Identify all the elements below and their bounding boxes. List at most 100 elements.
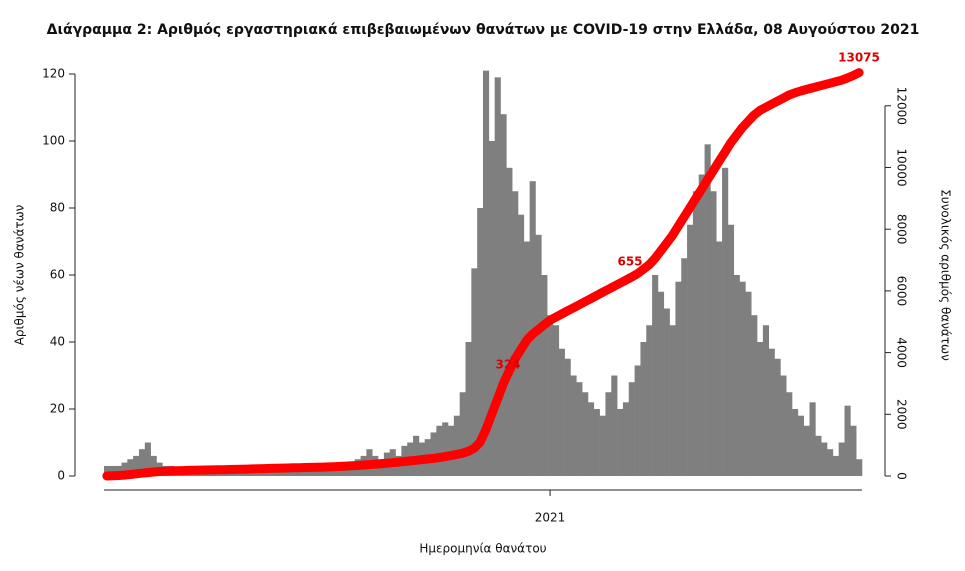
bar <box>541 275 548 476</box>
bar <box>448 425 455 476</box>
bar <box>681 258 688 476</box>
bar <box>797 415 804 476</box>
annotation: 324 <box>495 358 520 372</box>
bar <box>593 409 600 476</box>
bar <box>459 392 466 476</box>
bar <box>121 462 128 476</box>
bar <box>745 291 752 476</box>
bar <box>214 472 221 476</box>
y2-tick-label: 10000 <box>895 148 909 186</box>
y-tick-label: 60 <box>50 268 65 282</box>
bar <box>442 422 449 476</box>
bar <box>564 358 571 476</box>
bar <box>278 469 286 476</box>
bar <box>692 191 700 476</box>
bar <box>704 144 711 476</box>
bar <box>453 415 460 476</box>
bar <box>115 465 122 476</box>
cumulative-line <box>102 68 864 481</box>
bar <box>599 415 606 476</box>
bar <box>850 425 857 476</box>
bar <box>150 455 157 476</box>
bar <box>471 268 478 476</box>
bar <box>628 382 635 476</box>
bar <box>483 70 490 477</box>
bar <box>815 435 822 476</box>
bar <box>552 325 560 476</box>
bar <box>523 241 530 476</box>
bar <box>477 208 484 476</box>
annotation: 655 <box>617 255 642 269</box>
bar <box>640 342 647 476</box>
bar <box>133 455 140 476</box>
y2-tick-label: 8000 <box>895 214 909 245</box>
bar <box>284 469 291 476</box>
bar <box>570 375 577 476</box>
y2-tick-label: 12000 <box>895 87 909 125</box>
annotation: 13075 <box>838 51 880 65</box>
bar <box>780 375 787 476</box>
bar <box>809 402 816 476</box>
bar <box>821 442 828 476</box>
bar <box>786 392 793 476</box>
bar <box>687 224 694 476</box>
bar <box>774 358 781 476</box>
bar <box>733 275 740 476</box>
y-tick-label: 0 <box>57 469 65 483</box>
bar <box>547 315 554 476</box>
bar <box>838 442 845 476</box>
bar <box>832 455 839 476</box>
chart-title: Διάγραμμα 2: Αριθμός εργαστηριακά επιβεβ… <box>47 22 920 38</box>
bar <box>512 191 519 476</box>
bar <box>716 241 723 476</box>
bar <box>768 348 775 476</box>
bar <box>500 114 507 476</box>
bar <box>675 281 682 476</box>
bar <box>576 382 583 476</box>
bar <box>710 191 717 476</box>
bar <box>587 402 595 476</box>
bar <box>663 308 670 476</box>
bar <box>762 325 770 476</box>
y-tick-label: 100 <box>42 134 65 148</box>
bar <box>698 174 705 476</box>
bar <box>488 141 495 476</box>
x-axis-label: Ημερομηνία θανάτου <box>419 542 546 556</box>
y-tick-label: 80 <box>50 201 65 215</box>
bar <box>792 409 799 476</box>
bar <box>109 465 116 476</box>
x-tick-label: 2021 <box>535 511 566 525</box>
bar <box>757 342 764 476</box>
bar <box>535 234 542 476</box>
y2-tick-label: 6000 <box>895 276 909 307</box>
bar <box>127 459 134 476</box>
bar <box>727 224 735 476</box>
bar <box>622 402 630 476</box>
bar <box>827 449 834 476</box>
bar <box>611 375 618 476</box>
y2-tick-label: 4000 <box>895 337 909 368</box>
y2-axis-label: Συνολικός αριθμός θανάτων <box>939 189 953 361</box>
y-axis-label: Αριθμός νέων θανάτων <box>13 204 27 345</box>
bar <box>739 281 746 476</box>
bar <box>138 449 146 476</box>
bar <box>465 342 472 476</box>
bar <box>751 315 758 476</box>
bar <box>634 365 641 476</box>
bar <box>722 167 729 477</box>
y-tick-label: 40 <box>50 335 65 349</box>
bar <box>144 442 151 476</box>
bar <box>436 425 443 476</box>
bar <box>646 325 653 476</box>
bar <box>657 291 665 476</box>
bar <box>803 425 810 476</box>
y2-tick-label: 0 <box>895 472 909 480</box>
bar <box>104 465 111 476</box>
bar <box>844 405 851 476</box>
y-tick-label: 120 <box>42 67 65 81</box>
bar <box>605 392 612 476</box>
y2-tick-label: 2000 <box>895 399 909 430</box>
bar <box>558 348 565 476</box>
bar <box>669 325 676 476</box>
